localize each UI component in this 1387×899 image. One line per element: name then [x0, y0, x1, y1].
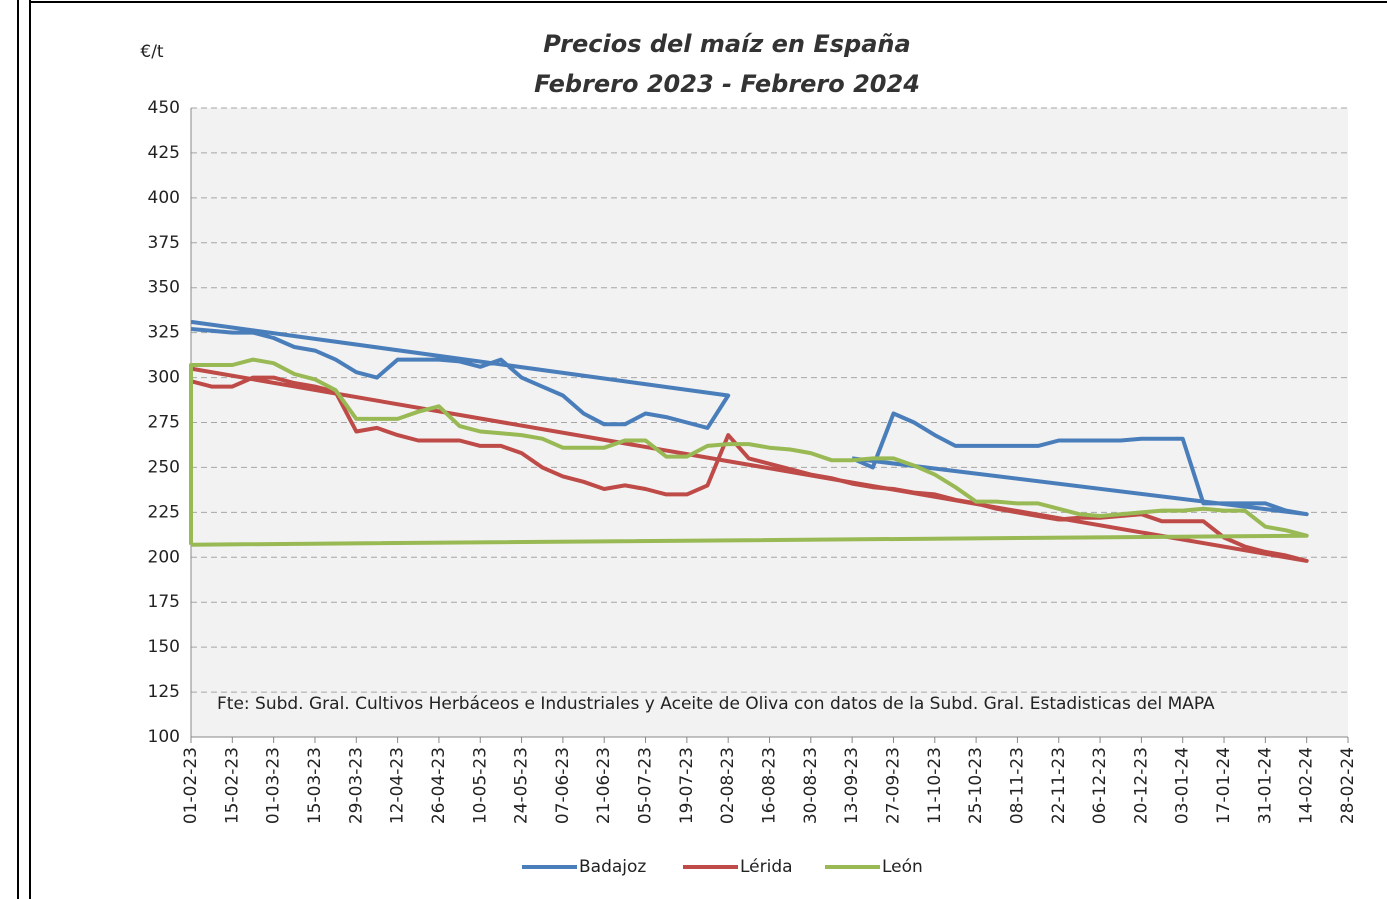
x-tick-label: 03-01-24 [1173, 747, 1193, 824]
x-tick-label: 24-05-23 [512, 747, 532, 824]
x-tick-label: 06-12-23 [1090, 747, 1110, 824]
legend-label: León [882, 857, 923, 877]
y-tick-label: 275 [148, 413, 180, 433]
x-tick-label: 01-02-23 [181, 747, 201, 824]
x-tick-label: 15-03-23 [305, 747, 325, 824]
x-tick-label: 25-10-23 [966, 747, 986, 824]
x-tick-label: 30-08-23 [801, 747, 821, 824]
series-line [189, 357, 1309, 547]
x-tick-label: 31-01-24 [1255, 747, 1275, 824]
x-tick-label: 07-06-23 [553, 747, 573, 824]
x-tick-label: 26-04-23 [429, 747, 449, 824]
y-tick-label: 125 [148, 682, 180, 702]
x-tick-label: 01-03-23 [264, 747, 284, 824]
y-tick-label: 325 [148, 323, 180, 343]
x-tick-label: 14-02-24 [1297, 747, 1317, 824]
x-tick-label: 16-08-23 [760, 747, 780, 824]
chart-subtitle: Febrero 2023 - Febrero 2024 [534, 70, 920, 98]
x-tick-label: 10-05-23 [470, 747, 490, 824]
y-tick-label: 300 [148, 368, 180, 388]
x-tick-label: 08-11-23 [1007, 747, 1027, 824]
y-tick-label: 450 [148, 98, 180, 118]
y-tick-label: 150 [148, 637, 180, 657]
x-tick-label: 11-10-23 [925, 747, 945, 824]
y-tick-label: 350 [148, 278, 180, 298]
chart-title: Precios del maíz en España [543, 30, 910, 58]
annotation: Fte: Subd. Gral. Cultivos Herbáceos e In… [217, 694, 1215, 714]
y-axis-label: €/t [140, 42, 164, 62]
x-tick-label: 13-09-23 [842, 747, 862, 824]
x-tick-label: 05-07-23 [636, 747, 656, 824]
x-tick-label: 21-06-23 [594, 747, 614, 824]
y-tick-label: 375 [148, 233, 180, 253]
x-tick-label: 22-11-23 [1049, 747, 1069, 824]
x-tick-label: 02-08-23 [718, 747, 738, 824]
series-line [190, 319, 1309, 517]
y-tick-label: 425 [148, 143, 180, 163]
y-tick-label: 175 [148, 592, 180, 612]
x-tick-label: 12-04-23 [388, 747, 408, 824]
y-tick-label: 400 [148, 188, 180, 208]
y-tick-label: 225 [148, 502, 180, 522]
y-tick-label: 200 [148, 547, 180, 567]
legend-label: Lérida [740, 857, 793, 877]
x-tick-label: 27-09-23 [883, 747, 903, 824]
x-tick-label: 15-02-23 [222, 747, 242, 824]
x-tick-label: 29-03-23 [346, 747, 366, 824]
x-tick-label: 20-12-23 [1131, 747, 1151, 824]
y-tick-label: 100 [148, 727, 180, 747]
x-tick-label: 17-01-24 [1214, 747, 1234, 824]
legend-label: Badajoz [579, 857, 646, 877]
y-tick-label: 250 [148, 457, 180, 477]
x-tick-label: 19-07-23 [677, 747, 697, 824]
x-tick-label: 28-02-24 [1338, 747, 1358, 824]
